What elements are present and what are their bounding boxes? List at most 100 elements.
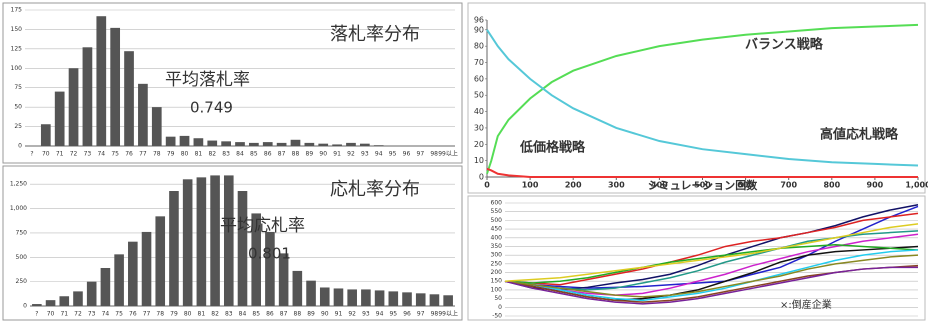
x-tick-label: 84 [236, 151, 244, 158]
bar [223, 175, 234, 306]
y-tick-label: 350 [491, 243, 503, 250]
bar [347, 289, 357, 306]
x-tick-label: 86 [264, 151, 272, 158]
x-tick-label: 76 [125, 151, 133, 158]
bar [193, 138, 204, 146]
y-tick-label: 50 [14, 104, 22, 111]
line [504, 249, 919, 302]
x-tick-label: 96 [403, 311, 411, 318]
bar [54, 91, 65, 146]
y-tick-label: 500 [16, 254, 28, 261]
bar [100, 267, 111, 306]
y-tick-label: 400 [491, 234, 503, 241]
y-tick-label: 50 [494, 295, 502, 302]
y-tick-label: 150 [11, 26, 23, 33]
y-tick-label: 75 [14, 84, 22, 91]
x-tick-label: 900 [867, 181, 884, 190]
x-tick-label: 86 [266, 311, 274, 318]
bar [318, 143, 329, 146]
line [504, 212, 919, 286]
y-tick-label: 40 [474, 107, 484, 116]
x-tick-label: 98 [430, 151, 438, 158]
x-tick-label: 88 [292, 151, 300, 158]
bar [151, 107, 162, 146]
x-tick-label: 99以上 [438, 150, 458, 158]
annotation: 0.801 [248, 245, 291, 263]
bar [306, 280, 316, 306]
bar [68, 68, 79, 146]
x-tick-label: 94 [376, 311, 384, 318]
y-tick-label: 550 [491, 208, 503, 215]
x-tick-label: 100 [522, 181, 539, 190]
x-tick-label: 95 [389, 311, 397, 318]
x-tick-label: 75 [115, 311, 123, 318]
x-tick-label: 80 [181, 151, 189, 158]
bar [262, 142, 273, 146]
x-tick-label: 600 [737, 181, 754, 190]
x-tick-label: 79 [170, 311, 178, 318]
y-tick-label: 96 [474, 16, 484, 25]
x-tick-label: 78 [156, 311, 164, 318]
line [486, 167, 918, 178]
x-tick-label: 90 [321, 311, 329, 318]
x-axis-label: シミュレーション回数 [648, 178, 759, 192]
y-tick-label: 450 [491, 226, 503, 233]
line [504, 266, 918, 305]
line [504, 230, 919, 291]
bar [304, 142, 315, 146]
x-tick-label: 85 [250, 151, 258, 158]
x-tick-label: 80 [184, 311, 192, 318]
series-label: 高値応札戦略 [820, 127, 899, 143]
y-tick-label: -50 [492, 313, 502, 320]
x-tick-label: 73 [88, 311, 96, 318]
x-tick-label: 75 [111, 151, 119, 158]
y-tick-label: 200 [491, 269, 503, 276]
bar [276, 142, 287, 146]
bar [221, 141, 231, 146]
x-tick-label: 79 [167, 151, 175, 158]
x-tick-label: 81 [195, 151, 203, 158]
bar [165, 136, 176, 146]
y-tick-label: 250 [16, 278, 28, 285]
x-tick-label: 97 [417, 311, 425, 318]
bar [359, 143, 370, 146]
x-tick-label: ? [35, 311, 38, 318]
bar [402, 292, 412, 306]
x-tick-label: 87 [280, 311, 288, 318]
bar [373, 145, 384, 146]
bar [155, 216, 166, 306]
x-tick-label: 74 [97, 151, 105, 158]
x-tick-label: 500 [694, 181, 711, 190]
x-tick-label: 82 [208, 151, 216, 158]
bar [235, 142, 245, 146]
bar [196, 177, 207, 306]
series-label: 低価格戦略 [519, 140, 586, 156]
y-tick-label: 25 [14, 123, 22, 130]
bar [86, 281, 97, 306]
bar [374, 290, 385, 306]
x-tick-label: 95 [389, 151, 397, 158]
x-tick-label: 88 [294, 311, 302, 318]
line [504, 223, 919, 282]
bar [388, 291, 399, 306]
bar [249, 142, 259, 146]
bar [251, 213, 262, 306]
bar [59, 296, 70, 306]
bar [96, 16, 107, 146]
y-tick-label: 80 [474, 42, 484, 51]
y-tick-label: 500 [491, 217, 503, 224]
x-tick-label: 92 [348, 311, 356, 318]
y-tick-label: 90 [474, 25, 484, 34]
bar [82, 47, 93, 146]
bar [73, 291, 83, 306]
bar [319, 287, 330, 306]
y-tick-label: 600 [491, 200, 503, 207]
annotation: 平均応札率 [220, 216, 305, 236]
x-tick-label: 83 [225, 311, 233, 318]
y-tick-label: 30 [474, 123, 484, 132]
line [504, 243, 919, 284]
x-tick-label: 81 [198, 311, 206, 318]
annotation: ×:倒産企業 [780, 298, 832, 311]
x-tick-label: 72 [74, 311, 82, 318]
